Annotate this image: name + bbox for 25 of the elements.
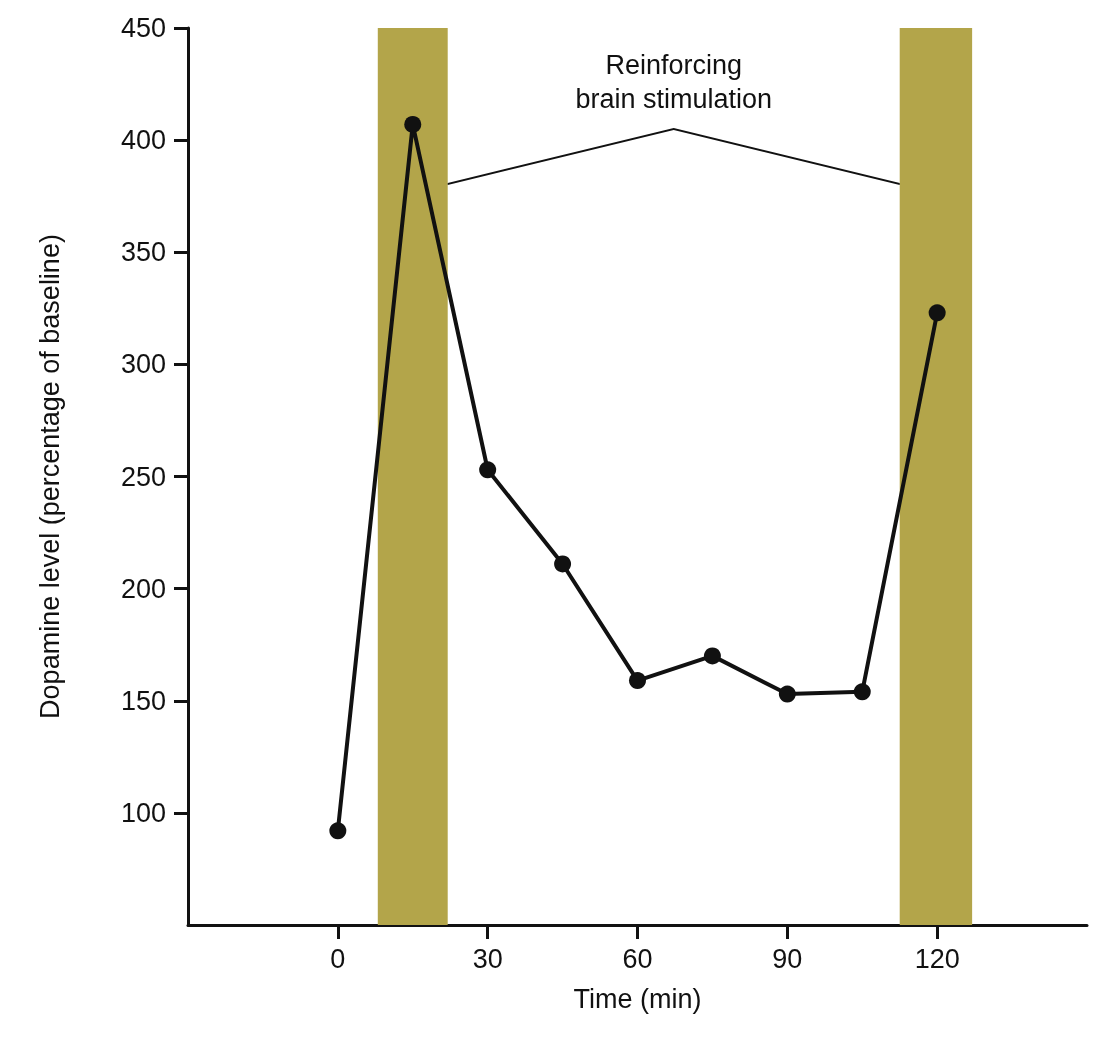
y-tick-label: 100 xyxy=(120,797,166,828)
x-axis-title: Time (min) xyxy=(573,983,702,1014)
point xyxy=(479,461,497,479)
y-tick-label: 450 xyxy=(120,13,166,43)
annotation: Reinforcing brain stimulation xyxy=(575,50,773,114)
y-tick-label: 350 xyxy=(120,237,166,268)
point xyxy=(554,555,572,573)
x-tick-label: 120 xyxy=(914,943,960,974)
x-tick-label: 30 xyxy=(472,943,503,974)
point xyxy=(404,115,422,133)
point xyxy=(778,685,796,703)
x-tick-label: 60 xyxy=(622,943,653,974)
y-tick-label: 200 xyxy=(120,573,166,604)
point xyxy=(329,822,347,840)
y-tick-label: 150 xyxy=(120,685,166,716)
y-tick-label: 300 xyxy=(120,349,166,380)
y-tick-label: 400 xyxy=(120,125,166,156)
point xyxy=(853,683,871,701)
point xyxy=(928,304,946,322)
y-tick-label: 250 xyxy=(120,461,166,492)
x-tick-label: 0 xyxy=(330,943,346,974)
x-tick-label: 90 xyxy=(772,943,803,974)
point xyxy=(703,647,721,665)
point xyxy=(629,672,646,690)
y-axis-title: Dopamine level (percentage of baseline) xyxy=(34,234,65,719)
